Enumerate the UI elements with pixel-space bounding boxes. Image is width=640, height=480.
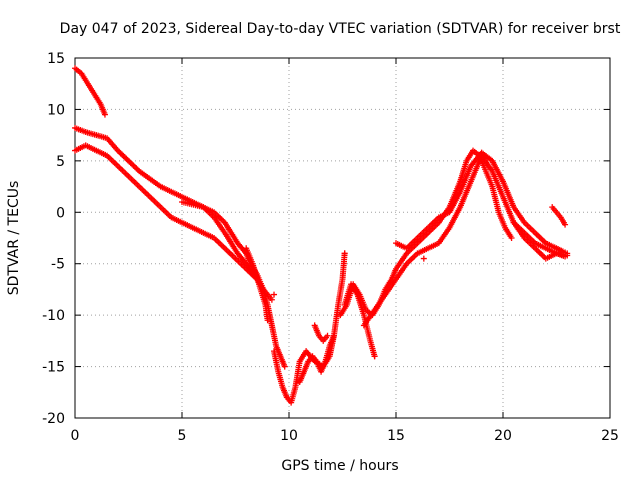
y-tick-label: 0 xyxy=(56,205,65,221)
x-axis-label: GPS time / hours xyxy=(281,458,398,474)
data-point xyxy=(420,255,427,262)
data-point xyxy=(564,250,571,257)
x-tick-label: 15 xyxy=(387,428,405,444)
data-point xyxy=(268,296,275,303)
x-tick-label: 20 xyxy=(494,428,512,444)
axis-ticks: 0 5 10 15 20 25 -20 -15 -10 -5 0 5 10 15 xyxy=(42,51,619,444)
y-tick-label: 15 xyxy=(47,51,65,67)
data-point xyxy=(264,317,271,324)
y-tick-label: 5 xyxy=(56,154,65,170)
data-point xyxy=(371,353,378,360)
data-point xyxy=(281,363,288,370)
x-tick-label: 25 xyxy=(601,428,619,444)
x-tick-label: 10 xyxy=(280,428,298,444)
y-tick-label: -20 xyxy=(42,411,65,427)
y-tick-label: -5 xyxy=(51,257,65,273)
y-tick-label: -15 xyxy=(42,360,65,376)
y-tick-label: -10 xyxy=(42,308,65,324)
data-point xyxy=(330,332,337,339)
x-tick-label: 0 xyxy=(71,428,80,444)
plot-frame xyxy=(74,57,611,419)
grid xyxy=(75,58,610,418)
data-points xyxy=(72,65,571,406)
chart-title: Day 047 of 2023, Sidereal Day-to-day VTE… xyxy=(60,21,621,37)
y-axis-label: SDTVAR / TECUs xyxy=(6,181,22,296)
data-point xyxy=(101,111,108,118)
data-point xyxy=(562,221,569,228)
data-point xyxy=(271,291,278,298)
y-tick-label: 10 xyxy=(47,102,65,118)
x-tick-label: 5 xyxy=(178,428,187,444)
data-point xyxy=(341,250,348,257)
data-point xyxy=(508,235,515,241)
data-point xyxy=(562,253,569,260)
data-point xyxy=(324,332,331,339)
